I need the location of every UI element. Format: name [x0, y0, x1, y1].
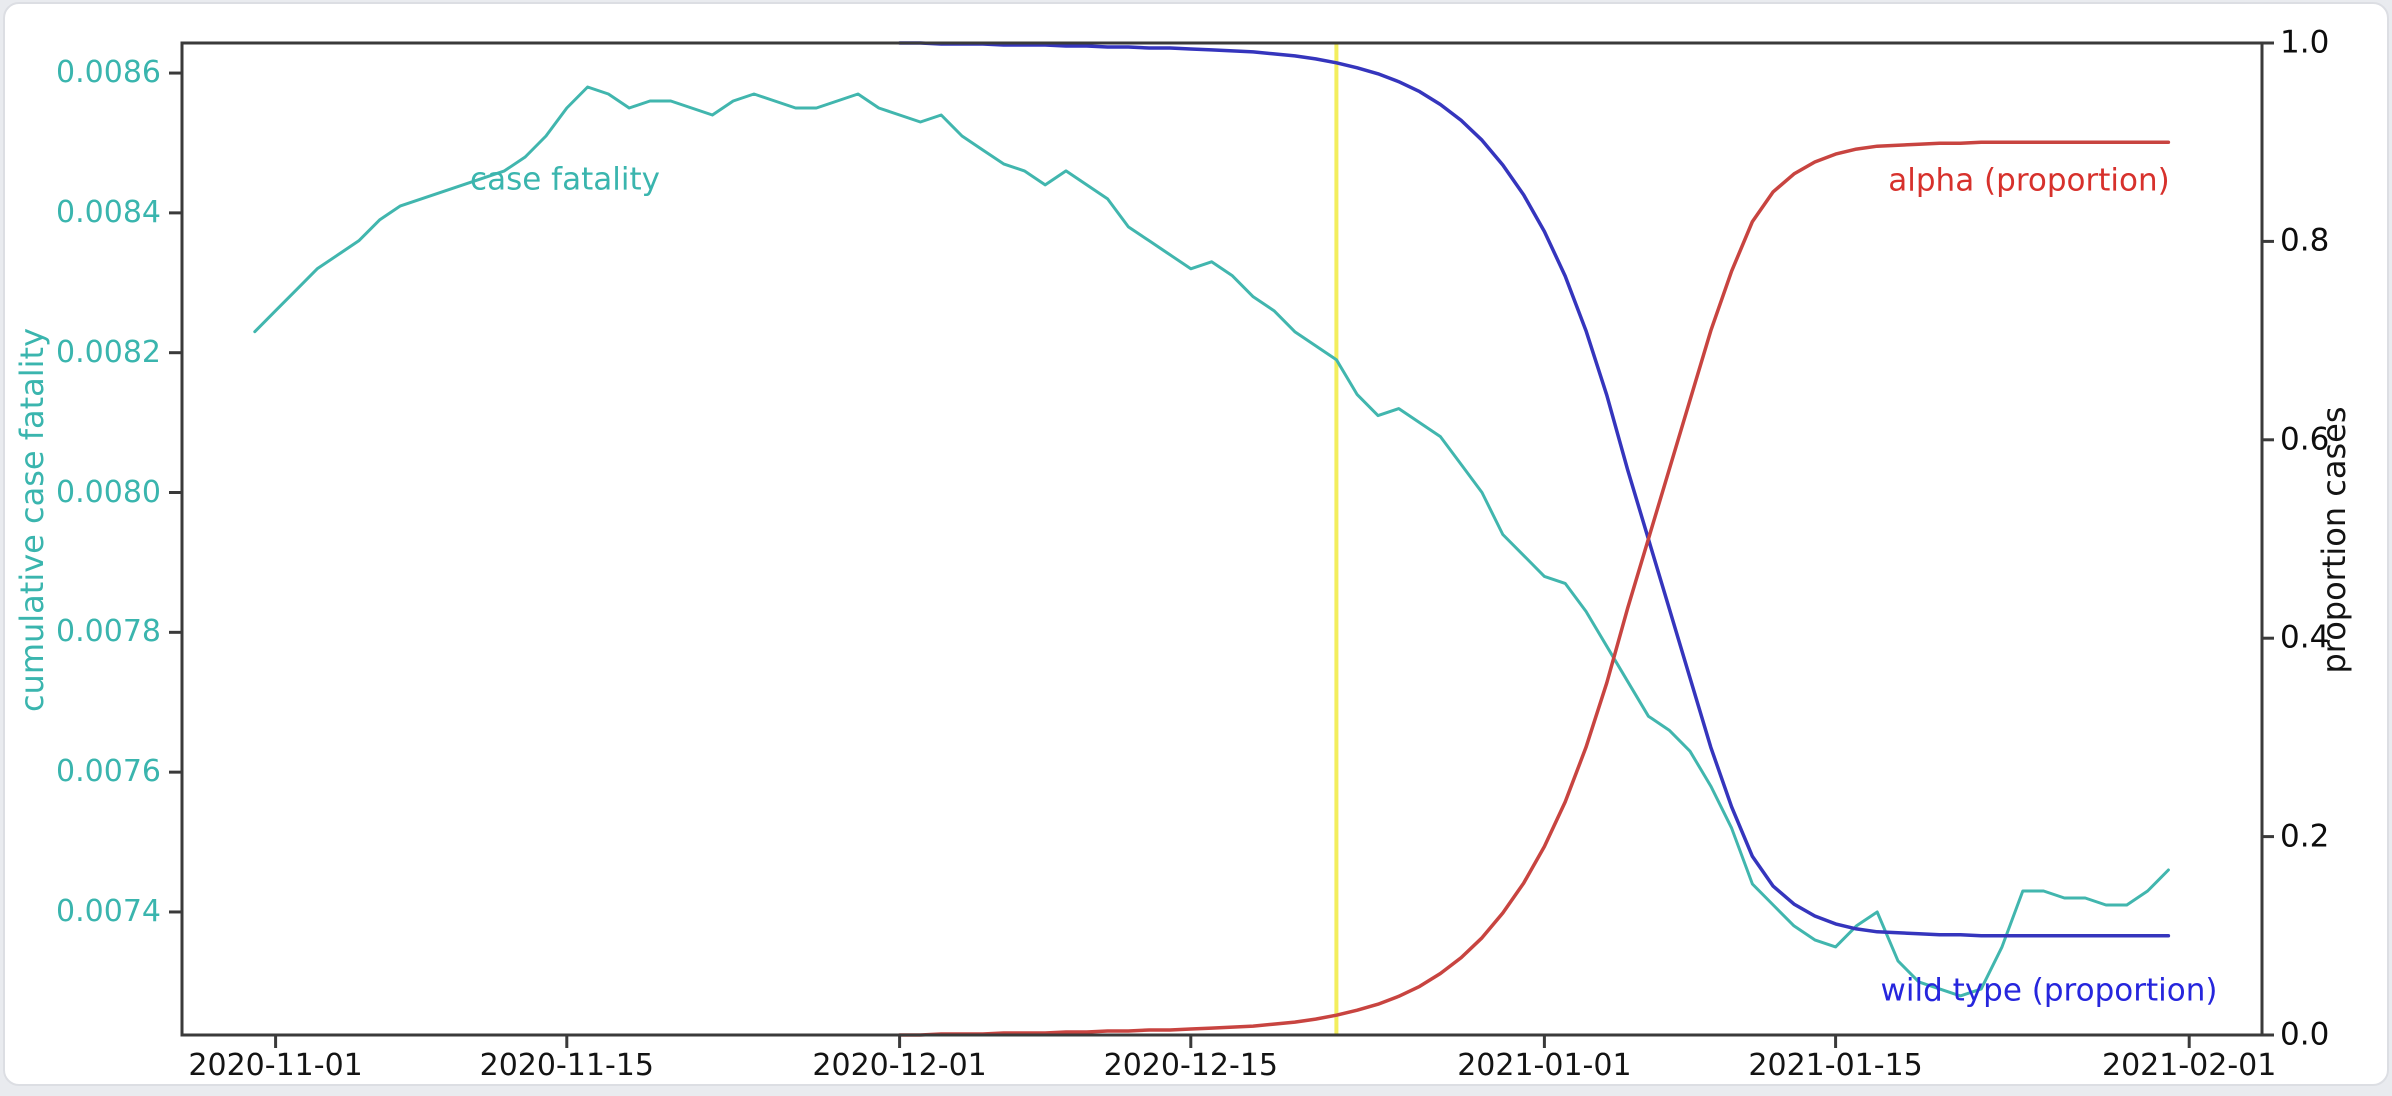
- left-y-axis-label: cumulative case fatality: [13, 327, 51, 713]
- x-tick-label: 2021-01-01: [1457, 1048, 1632, 1083]
- x-tick-label: 2020-12-15: [1103, 1048, 1278, 1083]
- left-y-tick-label: 0.0076: [56, 754, 161, 790]
- alpha-line: [897, 140, 2171, 1037]
- left-y-tick-label: 0.0078: [56, 614, 161, 650]
- left-y-tick-label: 0.0084: [56, 194, 161, 230]
- figure-card: [3, 2, 2389, 1086]
- x-tick-label: 2021-02-01: [2102, 1048, 2277, 1083]
- left-y-tick-label: 0.0080: [56, 474, 161, 510]
- case-fatality-line: [253, 85, 2170, 998]
- left-y-tick-label: 0.0082: [56, 334, 161, 370]
- alpha-series-label: alpha (proportion): [1888, 162, 2170, 199]
- right-y-tick-label: 1.0: [2280, 24, 2330, 61]
- right-y-tick-label: 0.0: [2280, 1016, 2330, 1053]
- x-tick-label: 2021-01-15: [1748, 1048, 1923, 1083]
- right-y-tick-label: 0.6: [2280, 421, 2330, 458]
- x-tick-label: 2020-11-01: [188, 1048, 363, 1083]
- left-y-tick-label: 0.0074: [56, 893, 161, 929]
- right-y-tick-label: 0.4: [2280, 619, 2330, 656]
- case-fatality-series-label: case fatality: [470, 161, 660, 198]
- wild-type-series-label: wild type (proportion): [1880, 972, 2218, 1009]
- plot-border: [180, 41, 2264, 1037]
- right-y-tick-label: 0.8: [2280, 222, 2330, 259]
- left-y-tick-label: 0.0086: [56, 55, 161, 91]
- right-y-tick-label: 0.2: [2280, 818, 2330, 855]
- x-tick-label: 2020-12-01: [812, 1048, 987, 1083]
- wild-type-line: [897, 41, 2171, 938]
- x-tick-label: 2020-11-15: [479, 1048, 654, 1083]
